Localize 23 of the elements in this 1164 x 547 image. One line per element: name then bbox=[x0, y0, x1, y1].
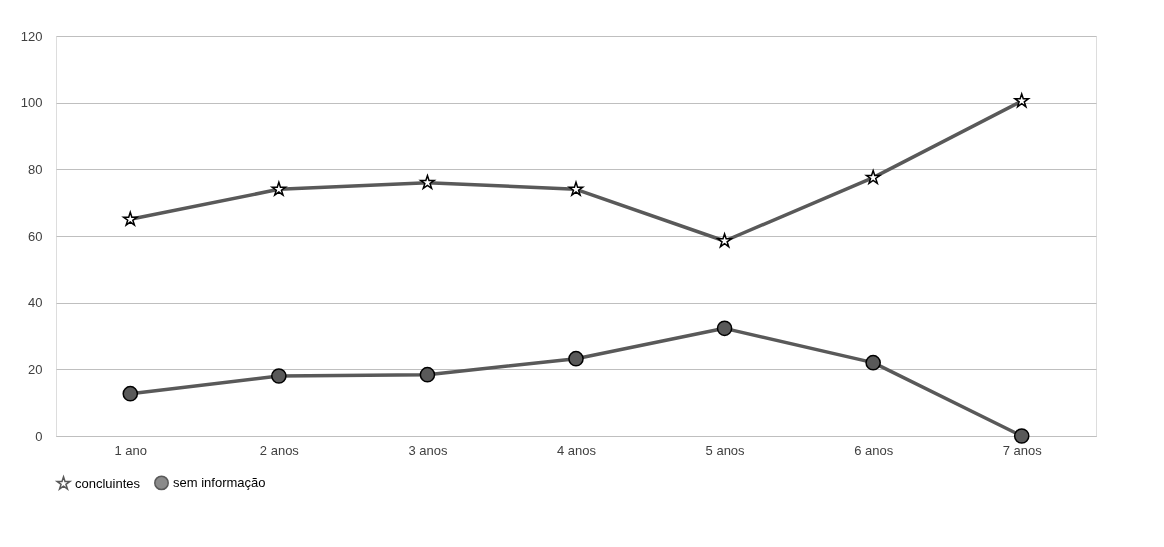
y-tick-label: 0 bbox=[35, 428, 43, 444]
x-tick-label: 5 anos bbox=[705, 442, 746, 458]
x-tick-label: 6 anos bbox=[854, 442, 894, 458]
y-tick-label: 120 bbox=[20, 28, 43, 44]
point bbox=[1013, 428, 1030, 444]
legend-label: sem informação bbox=[173, 474, 266, 490]
x-tick-label: 1 ano bbox=[114, 442, 148, 458]
point bbox=[716, 320, 733, 337]
x-tick-label: 3 anos bbox=[408, 442, 448, 458]
y-tick-label: 80 bbox=[28, 161, 43, 177]
point bbox=[271, 368, 287, 384]
y-tick-label: 20 bbox=[28, 361, 43, 377]
y-tick-label: 100 bbox=[20, 95, 43, 111]
legend-label: concluintes bbox=[75, 475, 141, 491]
y-tick-label: 60 bbox=[28, 228, 43, 244]
y-tick-label: 40 bbox=[28, 295, 43, 311]
point bbox=[568, 350, 584, 367]
point bbox=[122, 385, 139, 402]
point bbox=[865, 354, 881, 371]
point bbox=[419, 366, 436, 383]
x-tick-label: 4 anos bbox=[556, 442, 597, 458]
x-tick-label: 2 anos bbox=[259, 442, 300, 458]
x-tick-label: 7 anos bbox=[1002, 442, 1043, 458]
